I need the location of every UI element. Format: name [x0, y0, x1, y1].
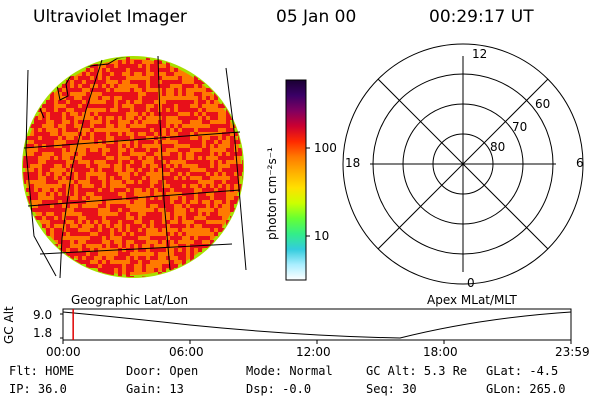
uv-image-globe	[22, 55, 247, 279]
status-seq-key: Seq:	[366, 382, 395, 396]
right-panel-caption: Apex MLat/MLT	[427, 293, 517, 307]
status-door-value: Open	[169, 364, 199, 378]
mlt-diagonal-2	[377, 78, 549, 250]
status-dsp: Dsp: -0.0	[246, 383, 311, 395]
date-label: 05 Jan 00	[276, 7, 357, 27]
status-ip: IP: 36.0	[9, 383, 67, 395]
status-seq: Seq: 30	[366, 383, 417, 395]
status-glat: GLat: -4.5	[486, 365, 558, 377]
altitude-timeline	[60, 308, 572, 344]
status-ip-value: 36.0	[37, 382, 67, 396]
status-door-key: Door:	[126, 364, 163, 378]
lat-lon-grid	[23, 55, 247, 279]
mlat-label-60: 60	[535, 97, 551, 111]
status-gc-alt: GC Alt: 5.3 Re	[366, 365, 467, 377]
mlt-label-12: 12	[472, 47, 488, 61]
status-glat-key: GLat:	[486, 364, 523, 378]
timeline-ytick-max: 9.0	[33, 308, 53, 322]
status-door: Door: Open	[126, 365, 198, 377]
mlt-label-0: 0	[467, 276, 475, 290]
status-gc-alt-value: 5.3 Re	[423, 364, 468, 378]
status-dsp-key: Dsp:	[246, 382, 275, 396]
timeline-xtick-2359: 23:59	[555, 345, 590, 359]
status-glon-key: GLon:	[486, 382, 523, 396]
status-seq-value: 30	[402, 382, 417, 396]
colorbar-tick-100: 100	[314, 141, 337, 155]
mlat-label-80: 80	[490, 140, 506, 154]
mlt-label-18: 18	[345, 156, 361, 170]
status-mode: Mode: Normal	[246, 365, 333, 377]
colorbar-unit-label: photon cm⁻²s⁻¹	[265, 147, 279, 240]
status-mode-value: Normal	[289, 364, 333, 378]
status-glon: GLon: 265.0	[486, 383, 565, 395]
left-panel-caption: Geographic Lat/Lon	[71, 293, 189, 307]
status-gc-alt-key: GC Alt:	[366, 364, 417, 378]
mlat-label-70: 70	[512, 120, 528, 134]
status-flt-value: HOME	[45, 364, 75, 378]
status-gain: Gain: 13	[126, 383, 184, 395]
polar-plot	[342, 43, 584, 285]
status-flt-key: Flt:	[9, 364, 38, 378]
status-gain-key: Gain:	[126, 382, 163, 396]
status-glat-value: -4.5	[529, 364, 559, 378]
status-gain-value: 13	[169, 382, 184, 396]
timeline-ylabel: GC Alt	[2, 306, 16, 344]
status-dsp-value: -0.0	[282, 382, 312, 396]
timeline-xtick-0600: 06:00	[169, 345, 204, 359]
mlt-label-6: 6	[576, 156, 584, 170]
time-label: 00:29:17 UT	[429, 7, 534, 27]
status-glon-value: 265.0	[529, 382, 566, 396]
colorbar	[285, 79, 310, 281]
status-ip-key: IP:	[9, 382, 31, 396]
polar-outer-ring	[342, 43, 584, 285]
instrument-title: Ultraviolet Imager	[33, 7, 187, 27]
status-mode-key: Mode:	[246, 364, 283, 378]
timeline-xtick-1200: 12:00	[296, 345, 331, 359]
timeline-xtick-0000: 00:00	[46, 345, 81, 359]
timeline-ytick-min: 1.8	[33, 326, 53, 340]
colorbar-tick-10: 10	[314, 229, 330, 243]
altitude-curve	[62, 311, 572, 339]
status-flt: Flt: HOME	[9, 365, 74, 377]
timeline-xtick-1800: 18:00	[423, 345, 458, 359]
